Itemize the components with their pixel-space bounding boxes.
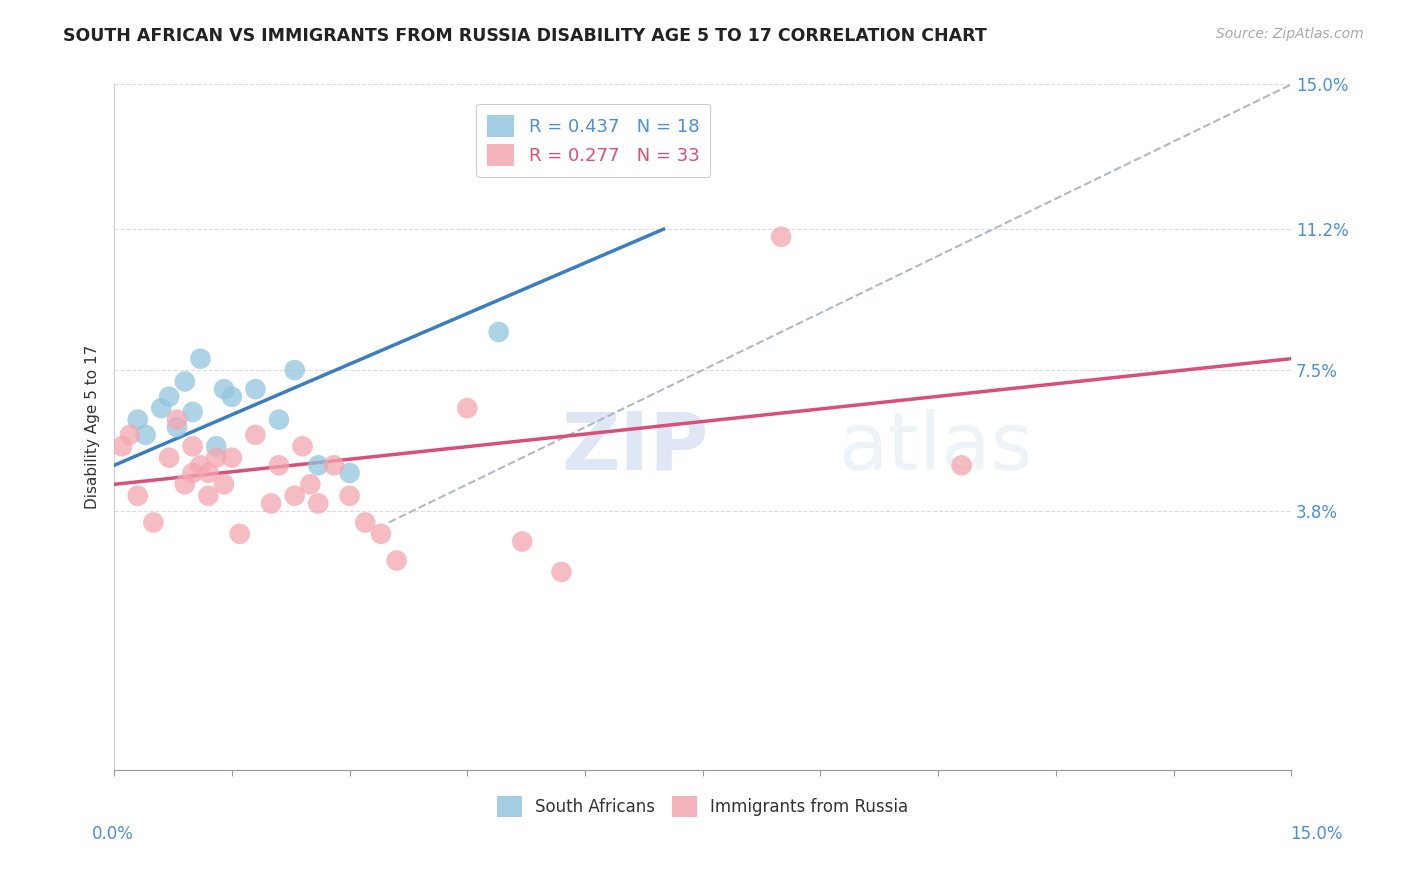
Point — [589, 123, 612, 137]
Point — [354, 516, 377, 530]
Point — [221, 450, 243, 465]
Point — [166, 420, 188, 434]
Point — [181, 439, 204, 453]
Point — [205, 439, 228, 453]
Point — [284, 363, 307, 377]
Point — [221, 390, 243, 404]
Point — [212, 477, 235, 491]
Point — [173, 477, 195, 491]
Point — [245, 382, 267, 396]
Point — [181, 466, 204, 480]
Point — [150, 401, 173, 416]
Point — [488, 325, 510, 339]
Text: atlas: atlas — [838, 409, 1032, 487]
Point — [245, 427, 267, 442]
Legend: South Africans, Immigrants from Russia: South Africans, Immigrants from Russia — [491, 789, 915, 823]
Point — [299, 477, 322, 491]
Point — [197, 489, 219, 503]
Point — [181, 405, 204, 419]
Point — [212, 382, 235, 396]
Point — [157, 450, 180, 465]
Point — [510, 534, 533, 549]
Point — [770, 229, 793, 244]
Point — [205, 450, 228, 465]
Point — [127, 412, 149, 426]
Point — [322, 458, 344, 473]
Text: Source: ZipAtlas.com: Source: ZipAtlas.com — [1216, 27, 1364, 41]
Point — [456, 401, 478, 416]
Point — [339, 489, 361, 503]
Point — [260, 496, 283, 510]
Text: ZIP: ZIP — [561, 409, 709, 487]
Point — [370, 526, 392, 541]
Text: 15.0%: 15.0% — [1291, 825, 1343, 843]
Point — [339, 466, 361, 480]
Point — [142, 516, 165, 530]
Point — [111, 439, 134, 453]
Y-axis label: Disability Age 5 to 17: Disability Age 5 to 17 — [86, 345, 100, 509]
Text: 0.0%: 0.0% — [91, 825, 134, 843]
Point — [550, 565, 572, 579]
Point — [267, 458, 290, 473]
Point — [950, 458, 973, 473]
Point — [190, 351, 212, 366]
Point — [190, 458, 212, 473]
Text: SOUTH AFRICAN VS IMMIGRANTS FROM RUSSIA DISABILITY AGE 5 TO 17 CORRELATION CHART: SOUTH AFRICAN VS IMMIGRANTS FROM RUSSIA … — [63, 27, 987, 45]
Point — [307, 496, 329, 510]
Point — [166, 412, 188, 426]
Point — [197, 466, 219, 480]
Point — [267, 412, 290, 426]
Point — [284, 489, 307, 503]
Point — [229, 526, 252, 541]
Point — [135, 427, 157, 442]
Point — [307, 458, 329, 473]
Point — [127, 489, 149, 503]
Point — [291, 439, 314, 453]
Point — [173, 375, 195, 389]
Point — [157, 390, 180, 404]
Point — [385, 553, 408, 567]
Point — [118, 427, 141, 442]
